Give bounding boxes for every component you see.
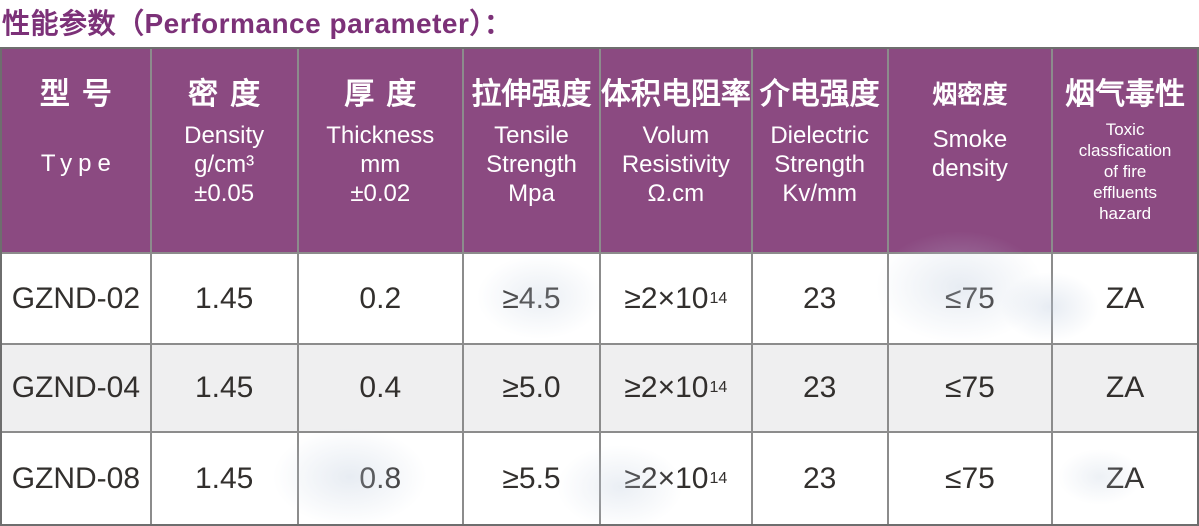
cell-density: 1.45 <box>151 254 297 344</box>
header-cell-thickness: 厚度 Thickness mm ±0.02 <box>298 49 463 253</box>
header-label-en-dielectric-strength: Dielectric Strength Kv/mm <box>770 122 870 207</box>
resistivity-base: ≥2×10 <box>624 281 709 315</box>
resistivity-base: ≥2×10 <box>624 461 709 495</box>
header-label-zh-dielectric-strength: 介电强度 <box>759 78 880 111</box>
header-cell-toxicity: 烟气毒性 Toxic classfication of fire effluen… <box>1053 49 1197 253</box>
cell-thickness: 0.8 <box>298 433 463 524</box>
header-cell-dielectric-strength: 介电强度 Dielectric Strength Kv/mm <box>752 49 887 253</box>
header-label-en-toxicity: Toxic classfication of fire effluents ha… <box>1078 120 1172 223</box>
cell-volume-resistivity: ≥2×10 14 <box>600 433 751 524</box>
header-cell-smoke-density: 烟密度 Smoke density <box>888 49 1052 253</box>
cell-tensile-strength: ≥5.0 <box>464 345 599 432</box>
cell-toxicity: ZA <box>1053 433 1197 524</box>
resistivity-base: ≥2×10 <box>624 371 709 405</box>
header-label-en-volume-resistivity: Volum Resistivity Ω.cm <box>621 122 730 207</box>
cell-toxicity: ZA <box>1053 345 1197 432</box>
header-label-en-thickness: Thickness mm ±0.02 <box>326 122 435 207</box>
cell-volume-resistivity: ≥2×10 14 <box>600 345 751 432</box>
header-label-en-type: Type <box>40 150 117 177</box>
cell-tensile-strength: ≥4.5 <box>464 254 599 344</box>
header-label-zh-thickness: 厚度 <box>344 78 429 111</box>
cell-tensile-strength: ≥5.5 <box>464 433 599 524</box>
cell-smoke-density: ≤75 <box>888 345 1052 432</box>
header-label-zh-tensile-strength: 拉伸强度 <box>471 78 592 111</box>
header-label-en-density: Density g/cm³ ±0.05 <box>184 122 265 207</box>
cell-dielectric-strength: 23 <box>752 254 887 344</box>
header-label-zh-toxicity: 烟气毒性 <box>1065 78 1186 111</box>
cell-density: 1.45 <box>151 433 297 524</box>
page-title: 性能参数（Performance parameter）： <box>2 8 513 39</box>
cell-dielectric-strength: 23 <box>752 433 887 524</box>
header-cell-type: 型号 Type <box>2 49 150 253</box>
cell-thickness: 0.2 <box>298 254 463 344</box>
header-label-zh-type: 型号 <box>39 78 124 111</box>
header-label-zh-volume-resistivity: 体积电阻率 <box>600 78 751 111</box>
cell-smoke-density: ≤75 <box>888 433 1052 524</box>
cell-toxicity: ZA <box>1053 254 1197 344</box>
header-label-en-smoke-density: Smoke density <box>931 126 1008 182</box>
cell-dielectric-strength: 23 <box>752 345 887 432</box>
cell-density: 1.45 <box>151 345 297 432</box>
cell-model: GZND-02 <box>2 254 150 344</box>
header-cell-density: 密度 Density g/cm³ ±0.05 <box>151 49 297 253</box>
header-label-en-tensile-strength: Tensile Strength Mpa <box>486 122 577 207</box>
cell-model: GZND-04 <box>2 345 150 432</box>
cell-thickness: 0.4 <box>298 345 463 432</box>
header-cell-volume-resistivity: 体积电阻率 Volum Resistivity Ω.cm <box>600 49 751 253</box>
cell-volume-resistivity: ≥2×10 14 <box>600 254 751 344</box>
cell-model: GZND-08 <box>2 433 150 524</box>
cell-smoke-density: ≤75 <box>888 254 1052 344</box>
header-label-zh-density: 密度 <box>188 78 273 111</box>
header-label-zh-smoke-density: 烟密度 <box>932 81 1008 109</box>
performance-parameter-table: 型号 Type 密度 Density g/cm³ ±0.05 厚度 Thickn… <box>0 47 1199 526</box>
header-cell-tensile-strength: 拉伸强度 Tensile Strength Mpa <box>464 49 599 253</box>
